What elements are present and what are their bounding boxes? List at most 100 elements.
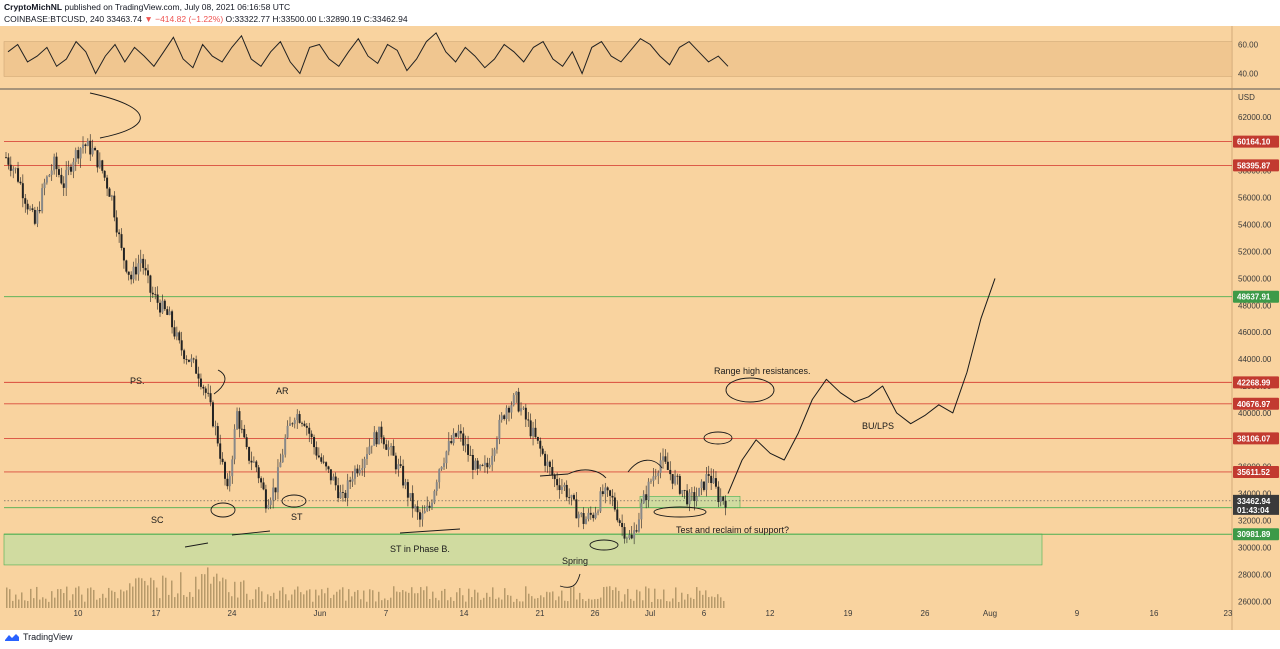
chart-annotation: BU/LPS [862,421,894,431]
candle-body [163,300,166,310]
candle-body [385,444,388,450]
candle-body [438,469,441,483]
volume-bar [246,593,248,608]
volume-bar [57,589,59,608]
candle-body [89,140,92,155]
candle-body [373,432,376,446]
volume-bar [285,594,287,608]
candle-body [329,469,332,481]
volume-bar [567,601,569,608]
candle-body [430,502,433,508]
volume-bar [432,591,434,608]
price-tick-label: 40000.00 [1238,409,1272,418]
volume-bar [123,591,125,608]
volume-bar [627,588,629,608]
candle-body [700,481,703,488]
candle-body [380,426,383,438]
volume-bar [12,600,14,608]
volume-bar [27,600,29,608]
candle-body [313,437,316,448]
time-tick-label: Jun [314,609,327,618]
candle-body [474,460,477,470]
volume-bar [414,593,416,608]
candle-body [505,407,508,419]
volume-bar [288,600,290,608]
candle-body [238,411,241,429]
author-name[interactable]: CryptoMichNL [4,2,63,12]
volume-bar [231,596,233,608]
tradingview-icon [5,634,19,641]
volume-bar [411,587,413,608]
volume-bar [519,601,521,608]
candle-body [183,350,186,360]
volume-bar [684,599,686,608]
volume-bar [291,594,293,608]
candle-body [79,148,82,159]
candle-body [296,414,299,421]
volume-bar [513,601,515,608]
volume-bar [639,591,641,608]
volume-bar [324,593,326,608]
volume-bar [78,586,80,608]
volume-bar [237,597,239,608]
candle-body [613,497,616,510]
candle-body [185,359,188,360]
candle-body [310,433,313,438]
volume-bar [66,586,68,608]
tradingview-logo[interactable]: TradingView [4,632,73,642]
candle-body [693,492,696,501]
candle-body [411,493,414,509]
candle-body [678,476,681,494]
candle-body [337,485,340,499]
volume-bar [699,590,701,608]
brand-label: TradingView [23,632,73,642]
time-tick-label: 7 [384,609,389,618]
volume-bar [396,591,398,608]
candle-body [45,176,48,183]
candle-body [151,292,154,295]
candle-body [455,433,458,437]
volume-bar [69,600,71,608]
candle-body [587,512,590,520]
candle-body [33,209,36,224]
volume-bar [366,601,368,608]
candle-body [29,208,32,210]
candle-body [536,436,539,441]
volume-bar [84,601,86,608]
candle-body [392,446,395,456]
volume-bar [273,592,275,608]
volume-bar [621,601,623,608]
volume-bar [186,596,188,608]
level-price-tag [1233,376,1279,389]
volume-bar [255,589,257,608]
volume-bar [42,597,44,608]
volume-bar [15,594,17,608]
candle-body [702,481,705,490]
volume-bar [336,591,338,608]
volume-bar [591,599,593,608]
volume-bar [342,587,344,608]
candle-body [517,391,520,412]
time-tick-label: 9 [1075,609,1080,618]
candle-body [681,490,684,494]
candle-body [91,147,94,155]
volume-bar [516,598,518,608]
candle-body [657,472,660,476]
time-tick-label: 17 [152,609,161,618]
candle-body [317,455,320,458]
candle-body [625,538,628,539]
volume-bar [93,589,95,608]
volume-bar [297,586,299,608]
volume-bar [60,589,62,608]
candle-body [125,260,128,272]
volume-bar [108,587,110,608]
volume-bar [198,589,200,608]
volume-bar [618,590,620,608]
price-tick-label: 26000.00 [1238,597,1272,606]
candle-body [421,513,424,520]
price-chart[interactable]: 60.0040.00USD62000.0060000.0058000.00560… [0,26,1280,630]
candle-body [630,534,633,539]
oscillator-tick-label: 60.00 [1238,41,1259,50]
candle-body [476,460,479,469]
candle-body [320,457,323,462]
